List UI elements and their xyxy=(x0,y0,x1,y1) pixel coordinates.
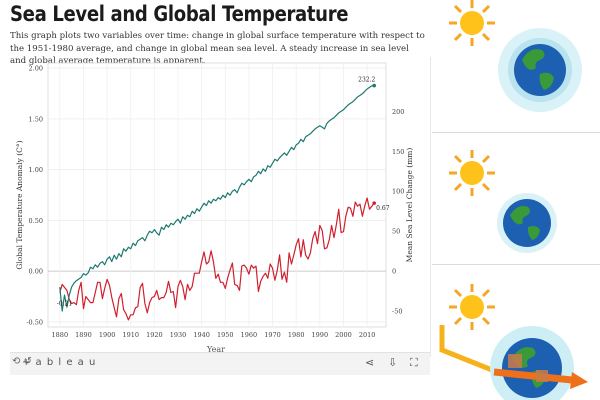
x-tick-label: 1890 xyxy=(75,331,92,339)
x-tick-label: 1940 xyxy=(193,331,210,339)
sun-icon xyxy=(449,284,495,330)
x-tick-label: 2000 xyxy=(335,331,352,339)
y-tick-label-right: -50 xyxy=(392,308,402,316)
heat-arrow xyxy=(493,368,573,384)
y-tick-label-left: 0.00 xyxy=(29,268,43,276)
sun-icon xyxy=(449,150,495,196)
earth-icon xyxy=(497,193,557,253)
x-tick-label: 1880 xyxy=(52,331,69,339)
earth-icon xyxy=(498,28,582,112)
fullscreen-icon[interactable]: ⛶ xyxy=(410,356,418,369)
tableau-toolbar: ⟲ ↺ + a b l e a u ⋖ ⇩ ⛶ xyxy=(10,352,430,375)
x-tick-label: 1920 xyxy=(146,331,163,339)
y-tick-label-right: 50 xyxy=(392,228,400,236)
y-axis-label-right: Mean Sea Level Change (mm) xyxy=(405,148,414,263)
chart: -0.50 0.00 0.50 1.00 1.50 2.00 -50 0 50 100 150 200… xyxy=(15,62,414,354)
divider-line xyxy=(432,264,600,265)
greenhouse-illustration xyxy=(439,284,588,400)
sun-earth-illustration-1 xyxy=(449,0,582,112)
y-tick-label-right: 100 xyxy=(392,188,404,196)
x-tick-label: 1910 xyxy=(122,331,139,339)
y-axis-label-left: Global Temperature Anomaly (C°) xyxy=(15,140,24,269)
temperature-series-line xyxy=(59,197,375,321)
sea-level-series-line xyxy=(59,85,375,312)
x-tick-label: 1990 xyxy=(312,331,329,339)
sea-level-last-point xyxy=(372,83,376,88)
y-tick-label-right: 150 xyxy=(392,148,404,156)
y-tick-label-left: 2.00 xyxy=(29,65,43,73)
sun-icon xyxy=(449,0,495,46)
undo-redo-icons[interactable]: ⟲ ↺ xyxy=(12,356,32,367)
data-label-temp-first: -0.21 xyxy=(57,300,72,307)
y-tick-label-left: 1.00 xyxy=(29,166,43,174)
x-tick-label: 1930 xyxy=(170,331,187,339)
x-axis-label: Year xyxy=(206,345,225,354)
y-tick-label-right: 200 xyxy=(392,108,404,116)
x-tick-label: 1900 xyxy=(99,331,116,339)
page-subtitle: This graph plots two variables over time… xyxy=(10,31,425,67)
x-tick-label: 1980 xyxy=(288,331,305,339)
data-label-temp-last: 0.67 xyxy=(376,205,390,212)
panel-divider xyxy=(430,57,431,357)
data-label-sea-last: 232.2 xyxy=(358,77,375,84)
tableau-logo[interactable]: + a b l e a u xyxy=(22,357,97,368)
y-tick-label-left: 1.50 xyxy=(29,115,43,123)
x-tick-label: 1950 xyxy=(217,331,234,339)
plot-area xyxy=(47,62,387,328)
heat-arrow-head xyxy=(570,372,588,389)
sunlight-arrow xyxy=(439,325,493,373)
x-tick-label: 2010 xyxy=(359,331,376,339)
sun-earth-illustration-2 xyxy=(449,150,557,253)
heat-trap-box xyxy=(536,370,548,382)
y-tick-label-right: 0 xyxy=(392,268,396,276)
heat-trap-box xyxy=(508,354,522,368)
x-tick-label: 1970 xyxy=(264,331,281,339)
share-icon[interactable]: ⋖ xyxy=(365,356,375,369)
temperature-last-point xyxy=(372,201,376,205)
page-title: Sea Level and Global Temperature xyxy=(10,2,349,26)
y-tick-label-left: -0.50 xyxy=(26,318,43,326)
divider-line xyxy=(432,132,600,133)
x-tick-label: 1960 xyxy=(241,331,258,339)
y-tick-label-left: 0.50 xyxy=(29,217,43,225)
download-icon[interactable]: ⇩ xyxy=(388,356,398,369)
earth-icon xyxy=(490,326,574,400)
